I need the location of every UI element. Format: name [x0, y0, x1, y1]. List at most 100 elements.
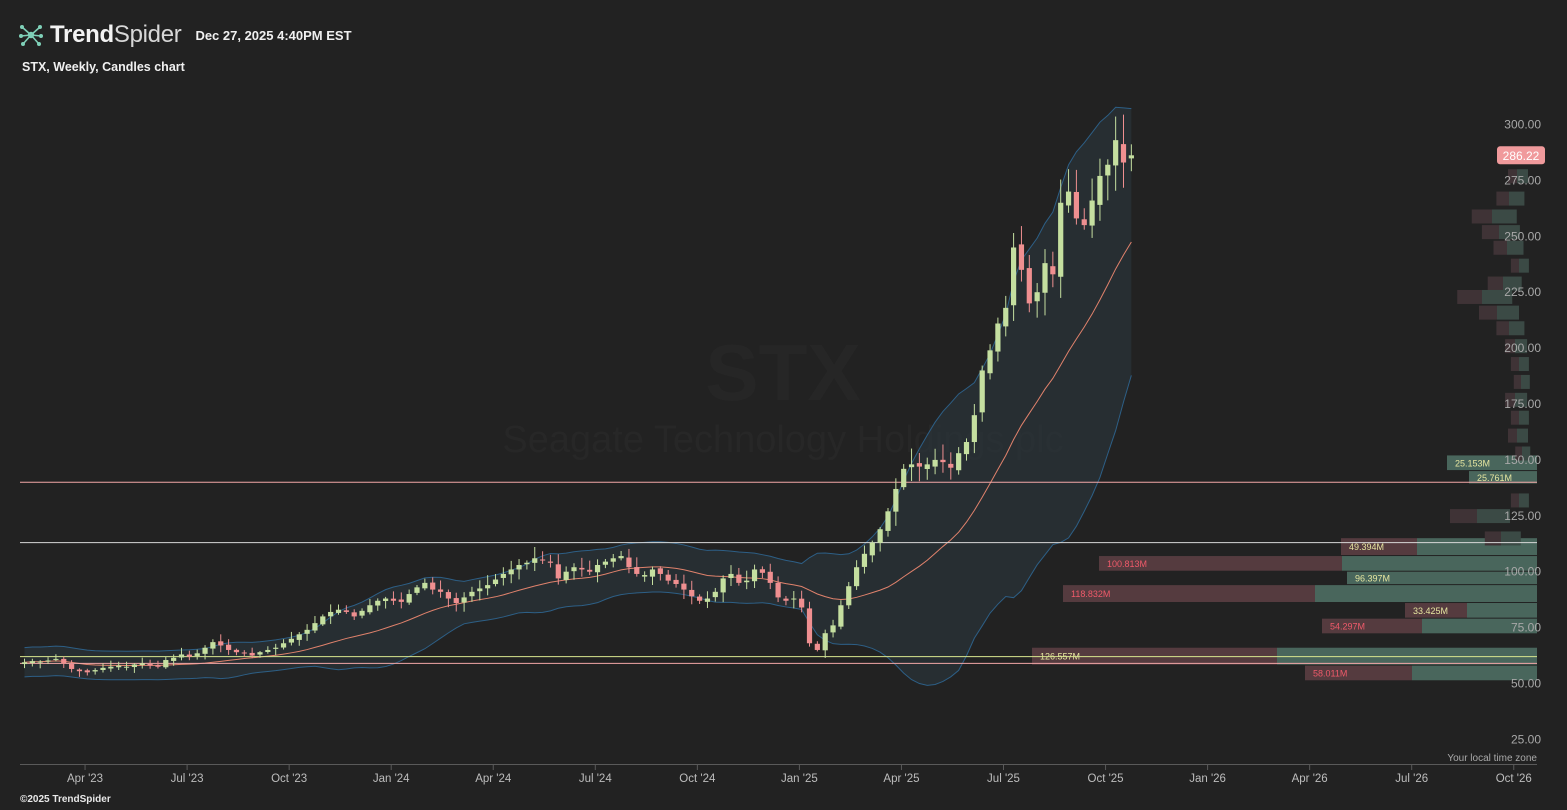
x-tick-label[interactable]: Oct '23 — [271, 773, 307, 785]
candle[interactable] — [100, 663, 106, 673]
candle[interactable] — [359, 608, 365, 619]
candle[interactable] — [21, 658, 28, 669]
candle[interactable] — [1026, 254, 1032, 313]
candle[interactable] — [901, 464, 907, 490]
candle[interactable] — [178, 647, 185, 661]
price-axis[interactable]: 300.00 275.00 250.00 225.00 200.00 175.00 150.… — [1504, 118, 1541, 747]
candle[interactable] — [351, 609, 357, 620]
candle[interactable] — [720, 575, 726, 603]
candle[interactable] — [1097, 158, 1103, 221]
candle[interactable] — [453, 592, 459, 612]
y-tick-label[interactable]: 225.00 — [1504, 285, 1541, 299]
candle[interactable] — [924, 457, 930, 480]
candle[interactable] — [29, 658, 35, 667]
candle[interactable] — [532, 546, 538, 572]
candle[interactable] — [767, 563, 773, 590]
candle[interactable] — [304, 624, 310, 641]
y-tick-label[interactable]: 75.00 — [1511, 621, 1541, 635]
y-tick-label[interactable]: 50.00 — [1511, 677, 1541, 691]
candle[interactable] — [854, 560, 860, 590]
candle[interactable] — [76, 668, 83, 677]
candle[interactable] — [1050, 251, 1056, 288]
candle[interactable] — [1073, 169, 1079, 225]
candle[interactable] — [861, 545, 868, 574]
candle[interactable] — [280, 639, 287, 650]
candle[interactable] — [383, 596, 389, 609]
candle[interactable] — [390, 591, 397, 605]
candle[interactable] — [547, 554, 554, 568]
candle[interactable] — [602, 558, 608, 569]
candle[interactable] — [869, 540, 875, 563]
candle[interactable] — [296, 632, 302, 646]
y-tick-label[interactable]: 275.00 — [1504, 173, 1541, 187]
candle[interactable] — [963, 438, 970, 461]
candle[interactable] — [469, 586, 475, 602]
candle[interactable] — [123, 661, 130, 671]
candle[interactable] — [241, 650, 247, 657]
candle[interactable] — [1011, 233, 1017, 321]
candle[interactable] — [728, 565, 734, 587]
y-tick-label[interactable]: 300.00 — [1504, 118, 1541, 132]
y-tick-label[interactable]: 250.00 — [1504, 229, 1541, 243]
y-tick-label[interactable]: 200.00 — [1504, 341, 1541, 355]
y-tick-label[interactable]: 100.00 — [1504, 565, 1541, 579]
candle[interactable] — [697, 594, 703, 604]
x-tick-label[interactable]: Apr '26 — [1292, 773, 1328, 785]
candle[interactable] — [649, 566, 656, 586]
candle[interactable] — [320, 614, 326, 626]
candle[interactable] — [838, 600, 844, 630]
candle[interactable] — [437, 580, 444, 598]
candle[interactable] — [430, 577, 436, 595]
candle[interactable] — [979, 365, 985, 422]
candle[interactable] — [775, 576, 781, 603]
candle[interactable] — [916, 453, 922, 482]
candle[interactable] — [398, 592, 404, 609]
candle[interactable] — [689, 580, 695, 605]
candle[interactable] — [108, 660, 114, 672]
candle[interactable] — [257, 651, 263, 658]
x-tick-label[interactable]: Oct '26 — [1496, 773, 1532, 785]
candle[interactable] — [477, 580, 483, 601]
candle[interactable] — [634, 557, 640, 577]
candle[interactable] — [485, 575, 491, 596]
candle[interactable] — [194, 649, 200, 660]
candle[interactable] — [563, 566, 569, 584]
candle[interactable] — [508, 560, 514, 584]
candle[interactable] — [940, 444, 946, 473]
candle[interactable] — [1120, 114, 1127, 188]
x-tick-label[interactable]: Jan '26 — [1189, 773, 1226, 785]
candle[interactable] — [987, 344, 993, 380]
x-tick-label[interactable]: Jul '26 — [1395, 773, 1428, 785]
candle[interactable] — [783, 595, 789, 606]
candle[interactable] — [422, 578, 428, 591]
candle[interactable] — [367, 598, 373, 615]
candle[interactable] — [885, 508, 891, 537]
candle[interactable] — [61, 656, 67, 668]
candle[interactable] — [92, 668, 98, 675]
candle[interactable] — [516, 559, 522, 580]
candle[interactable] — [492, 573, 499, 587]
candle[interactable] — [1058, 179, 1064, 298]
candle[interactable] — [948, 452, 954, 480]
x-tick-label[interactable]: Apr '24 — [475, 773, 512, 785]
candle[interactable] — [445, 589, 451, 608]
candles[interactable] — [21, 114, 1134, 677]
x-tick-label[interactable]: Apr '25 — [883, 773, 919, 785]
candle[interactable] — [540, 551, 546, 564]
y-tick-label[interactable]: 150.00 — [1504, 453, 1541, 467]
candle[interactable] — [908, 448, 915, 482]
candle[interactable] — [131, 663, 137, 673]
candle[interactable] — [846, 581, 852, 609]
candle[interactable] — [594, 559, 601, 583]
candle[interactable] — [218, 634, 224, 653]
x-tick-label[interactable]: Apr '23 — [67, 773, 103, 785]
x-tick-label[interactable]: Jul '23 — [171, 773, 204, 785]
candle[interactable] — [226, 639, 232, 655]
candle[interactable] — [877, 527, 883, 552]
x-tick-label[interactable]: Jan '24 — [373, 773, 410, 785]
candle[interactable] — [791, 591, 797, 609]
candle[interactable] — [500, 567, 506, 586]
candle[interactable] — [273, 643, 279, 656]
candle[interactable] — [1105, 159, 1111, 201]
